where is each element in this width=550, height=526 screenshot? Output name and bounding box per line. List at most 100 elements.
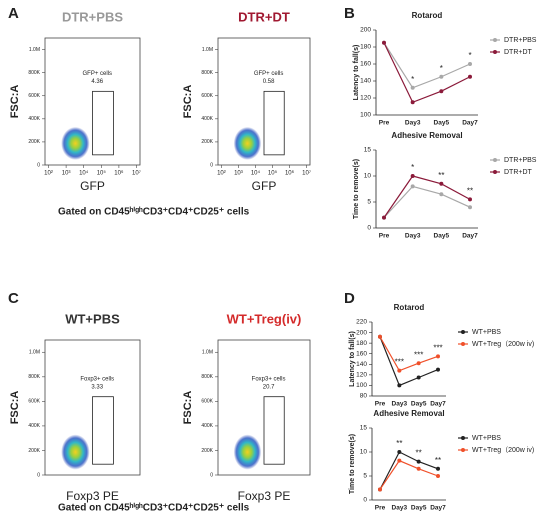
point [410, 184, 415, 189]
y-tick-label: 200K [201, 139, 213, 145]
y-tick-label: 800K [28, 374, 40, 380]
legend-label: DTR+PBS [504, 37, 537, 44]
x-tick-label: Pre [375, 505, 386, 512]
significance: ** [467, 187, 473, 196]
x-axis-label: Foxp3 PE [238, 489, 291, 503]
gate-label: Foxp3+ cells [252, 376, 286, 382]
chart-title: Adhesive Removal [391, 131, 462, 140]
significance: ** [396, 439, 402, 448]
legend-label: WT+PBS [472, 435, 501, 442]
point [397, 458, 402, 463]
y-tick-label: 1.0M [29, 350, 40, 356]
point [416, 466, 421, 471]
point [397, 450, 402, 454]
plot-title: DTR+PBS [62, 9, 123, 24]
plot-title: WT+Treg(iv) [227, 311, 302, 326]
significance: ** [438, 171, 444, 180]
y-tick-label: 0 [210, 472, 213, 478]
y-tick-label: 800K [201, 374, 213, 380]
legend-marker [493, 170, 497, 174]
significance: * [440, 64, 443, 73]
y-tick-label: 600K [28, 93, 40, 99]
y-tick-label: 10 [364, 173, 372, 180]
y-tick-label: 10 [360, 449, 368, 456]
y-axis-label: FSC:A [9, 85, 21, 119]
point [410, 174, 415, 178]
y-tick-label: 600K [201, 93, 213, 99]
point [397, 383, 402, 388]
x-tick-label: 10⁷ [132, 170, 141, 177]
series-line [383, 42, 471, 104]
y-tick-label: 600K [28, 399, 40, 405]
y-tick-label: 0 [367, 225, 371, 232]
y-tick-label: 400K [201, 116, 213, 122]
x-axis-label: GFP [80, 179, 105, 193]
y-tick-label: 0 [363, 497, 367, 504]
significance: * [411, 163, 414, 172]
gate [263, 90, 285, 156]
legend-marker [493, 38, 497, 42]
point [416, 361, 421, 366]
y-tick-label: 180 [356, 340, 367, 347]
x-tick-label: 10² [217, 171, 226, 177]
cell-cloud [233, 434, 262, 470]
point [382, 40, 386, 45]
point [436, 466, 440, 471]
y-tick-label: 200K [28, 139, 40, 145]
y-tick-label: 15 [364, 147, 372, 154]
series-line [379, 336, 439, 372]
significance: *** [395, 358, 404, 367]
legend-label: DTR+DT [504, 49, 533, 56]
gate [263, 396, 285, 465]
cell-cloud [233, 126, 262, 160]
point [468, 74, 472, 79]
gate-value: 0.58 [263, 79, 275, 85]
y-axis-label: FSC:A [182, 391, 194, 425]
x-tick-label: Day5 [411, 505, 427, 512]
x-tick-label: 10⁴ [79, 170, 89, 177]
series-line [383, 185, 471, 219]
gate-label: GFP+ cells [82, 71, 112, 77]
y-tick-label: 120 [360, 95, 371, 102]
gate-value: 4.36 [91, 79, 103, 85]
legend-marker [493, 158, 497, 162]
plot-frame [217, 37, 311, 166]
point [397, 368, 402, 373]
point [378, 487, 382, 492]
x-tick-label: 10⁶ [285, 170, 295, 177]
point [439, 192, 444, 197]
legend-marker [493, 50, 497, 54]
point [436, 354, 440, 359]
caption: Gated on CD45ʰⁱᵍʰCD3⁺CD4⁺CD25⁺ cells [58, 502, 250, 514]
y-tick-label: 400K [28, 423, 40, 429]
point [416, 459, 421, 464]
y-tick-label: 100 [360, 112, 371, 119]
point [436, 474, 440, 478]
x-tick-label: Day5 [434, 120, 450, 127]
panel-label: B [344, 5, 355, 22]
y-tick-label: 1.0M [202, 350, 213, 356]
gate-label: Foxp3+ cells [80, 376, 114, 382]
point [468, 197, 472, 202]
gate-label: GFP+ cells [254, 71, 284, 77]
x-tick-label: Day3 [405, 120, 421, 127]
x-tick-label: Day7 [430, 505, 446, 512]
y-tick-label: 140 [356, 361, 367, 368]
y-tick-label: 1.0M [202, 47, 213, 53]
x-tick-label: Day3 [405, 233, 421, 240]
significance: * [411, 75, 414, 84]
x-tick-label: 10⁴ [251, 170, 261, 177]
x-tick-label: 10⁷ [302, 170, 311, 177]
legend-label: DTR+PBS [504, 157, 537, 164]
y-tick-label: 140 [360, 78, 371, 85]
x-tick-label: Day3 [392, 401, 408, 408]
y-tick-label: 220 [356, 319, 367, 326]
y-tick-label: 0 [37, 162, 40, 168]
series-line [379, 459, 439, 490]
chart-title: Rotarod [394, 303, 425, 312]
gate [92, 90, 114, 156]
point [439, 181, 444, 186]
legend-marker [461, 448, 465, 452]
plot-frame [217, 339, 311, 476]
